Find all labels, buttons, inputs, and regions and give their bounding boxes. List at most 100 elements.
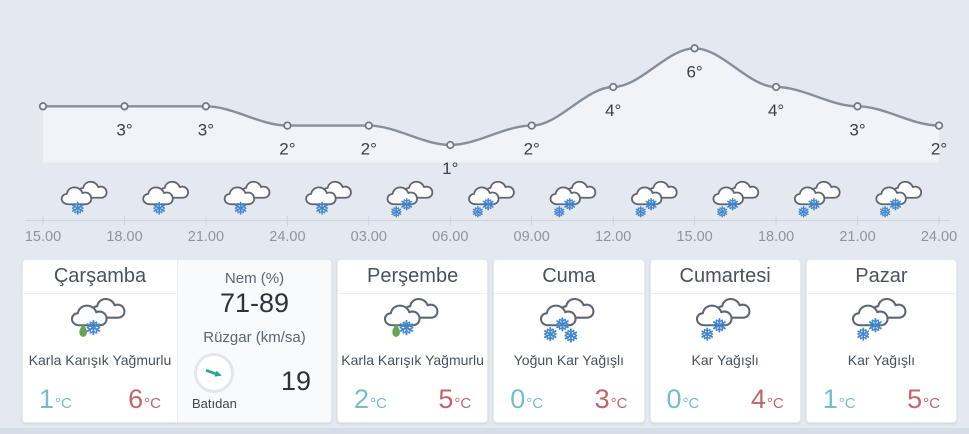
min-temp: 1°C [39,384,72,414]
temperature-point [283,121,292,130]
snow-light-icon [223,180,271,215]
temperature-point-label: 3° [116,120,132,139]
temperature-point [120,102,129,111]
temps-row: 2°C 5°C [338,386,487,422]
min-temp: 0°C [666,384,700,414]
temperature-point [201,102,211,111]
temps-row: 0°C 3°C [494,386,643,422]
snow-icon [468,180,515,218]
temperature-point [446,140,455,150]
day-name: Perşembe [338,260,488,294]
x-axis-tick-label: 21.00 [839,229,875,245]
forecast-card-cumartesi[interactable]: Cumartesi Kar Yağışlı 0°C 4°C [649,259,801,423]
wind-direction-icon [194,352,235,393]
wind-row: Batıdan 19 [178,346,331,411]
snow-icon [631,180,678,218]
condition-text: Karla Karışık Yağmurlu [341,352,484,368]
x-axis-tick-label: 12.00 [595,229,631,245]
snow-icon [875,180,923,218]
temperature-area-fill [43,48,939,163]
weather-icon-wrap [494,297,643,351]
weather-icon-wrap [651,297,800,351]
x-axis-tick-label: 18.00 [106,229,142,245]
forecast-card-cuma[interactable]: Cuma Yoğun Kar Yağışlı 0°C 3°C [493,259,645,423]
snow-light-icon [305,180,352,215]
max-temp: 5°C [907,384,940,414]
condition-text: Kar Yağışlı [691,352,759,368]
temperature-point-label: 2° [361,140,377,159]
daily-forecast-row: Çarşamba Karla Karışık Yağmurlu 1°C 6°C … [22,259,957,423]
snow-light-icon [60,180,108,215]
x-axis-tick-label: 15.00 [25,229,61,245]
temperature-point-label: 1° [442,159,458,178]
x-axis-tick-label: 09.00 [514,229,550,245]
temperature-point-label: 2° [931,140,947,159]
snow-icon [712,180,760,218]
heavy-snow-icon [539,297,598,350]
temperature-point [934,121,944,130]
day-name: Cuma [494,260,644,294]
weather-icon-wrap [338,297,487,351]
sleet-icon [70,297,129,350]
temperature-point [364,121,373,130]
snow-icon [386,180,434,218]
condition-text: Karla Karışık Yağmurlu [28,352,172,368]
temperature-point-label: 4° [768,101,784,120]
day-name: Cumartesi [650,260,800,294]
temperature-point [853,102,862,111]
wind-direction-label: Batıdan [192,395,237,411]
weather-icon-wrap [807,297,956,351]
forecast-card-carsamba[interactable]: Çarşamba Karla Karışık Yağmurlu 1°C 6°C … [22,259,332,423]
humidity-label: Nem (%) [224,270,285,287]
min-temp: 1°C [822,384,856,414]
temperature-point [690,44,699,53]
forecast-card-pazar[interactable]: Pazar Kar Yağışlı 1°C 5°C [805,259,957,423]
details-panel: Nem (%) 71-89 Rüzgar (km/sa) Batıdan 19 [177,260,331,422]
temperature-point-label: 6° [686,62,702,81]
x-axis-tick-label: 24.00 [921,229,957,245]
day-name: Çarşamba [23,260,177,294]
humidity-value: 71-89 [219,288,290,318]
weather-icon-wrap [23,297,177,351]
temperature-point-label: 2° [279,140,295,159]
day-column: Çarşamba Karla Karışık Yağmurlu 1°C 6°C [23,260,177,422]
temperature-point-label: 2° [524,140,540,159]
hourly-temperature-chart: 15.00 18.00 21.00 24.00 03.00 06.00 09.00 12.00… [25,44,957,245]
forecast-card-persembe[interactable]: Perşembe Karla Karışık Yağmurlu 2°C 5°C [337,259,489,423]
wind-arrow-icon [206,369,223,377]
temperature-point-label: 3° [198,120,214,139]
temps-row: 1°C 5°C [807,386,956,422]
max-temp: 4°C [750,384,784,414]
sleet-icon [383,297,442,350]
wind-speed-value: 19 [280,365,311,396]
x-axis-tick-label: 18.00 [758,229,794,245]
x-axis-tick-label: 15.00 [676,229,712,245]
snow-light-icon [142,180,189,215]
temperature-point [38,102,48,111]
max-temp: 6°C [128,384,161,414]
x-axis-tick-label: 03.00 [351,229,387,245]
snow-icon [696,297,754,350]
wind-label: Rüzgar (km/sa) [203,328,306,346]
x-axis-tick-label: 06.00 [432,229,468,245]
max-temp: 3°C [594,384,628,414]
temperature-point [609,82,618,92]
temperature-point [771,82,781,92]
max-temp: 5°C [438,384,472,414]
condition-text: Yoğun Kar Yağışlı [513,352,625,368]
snow-icon [793,180,841,218]
temps-row: 1°C 6°C [23,386,177,422]
temps-row: 0°C 4°C [651,386,800,422]
temperature-point [527,121,536,130]
snow-icon [549,180,597,218]
snow-icon [852,297,910,350]
day-name: Pazar [806,260,956,294]
min-temp: 2°C [354,384,387,414]
x-axis-tick-label: 24.00 [269,229,305,245]
temperature-point-label: 3° [849,120,865,139]
min-temp: 0°C [510,384,544,414]
bottom-strip [0,428,969,434]
temperature-point-label: 4° [605,101,621,120]
x-axis-tick-label: 21.00 [188,229,224,245]
